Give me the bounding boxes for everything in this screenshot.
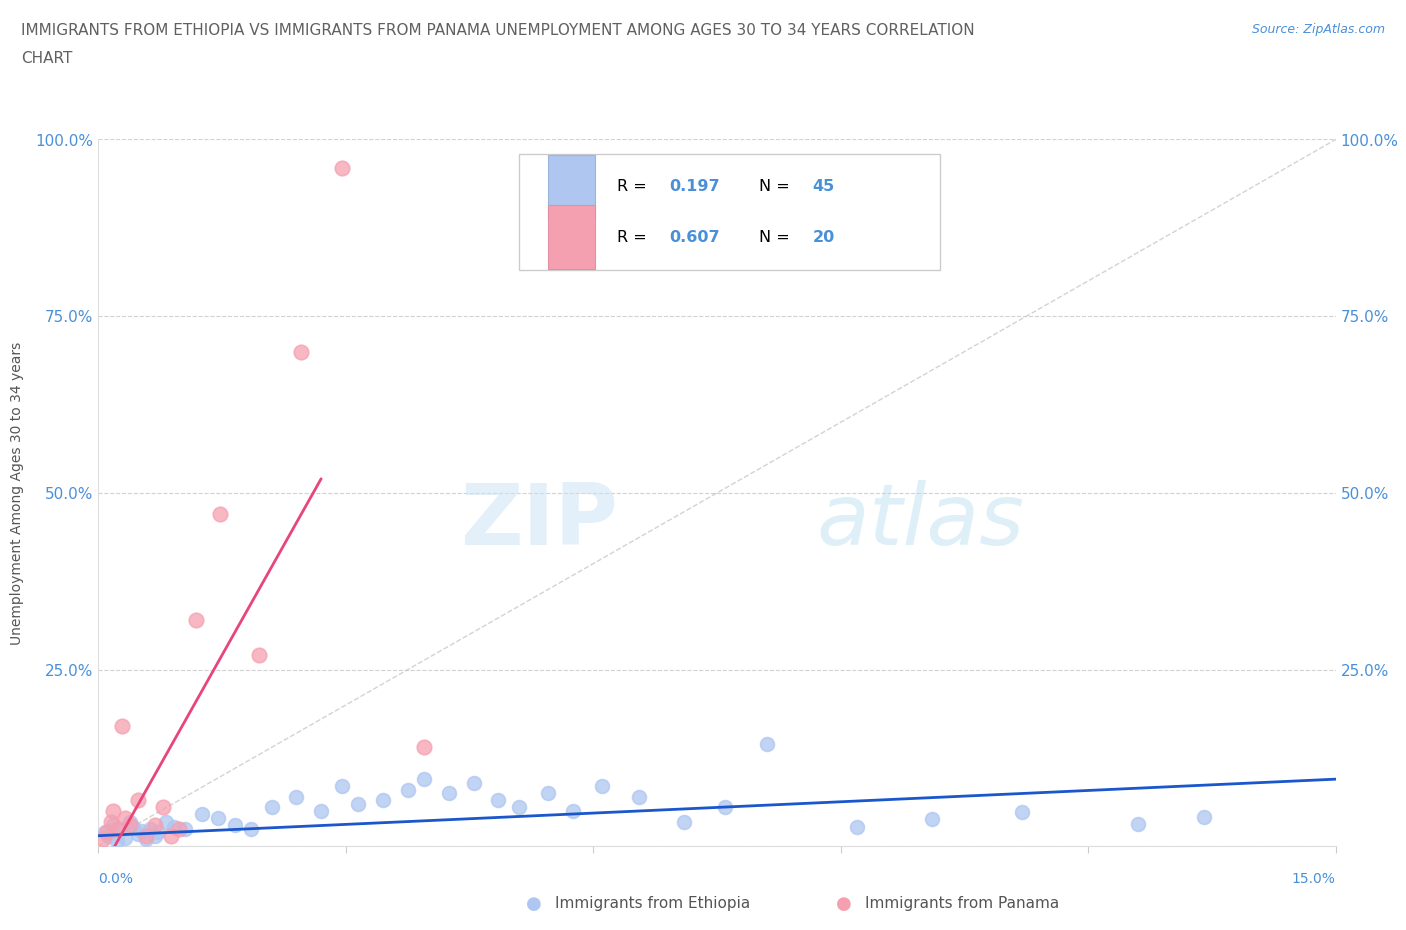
- Point: [627, 790, 650, 804]
- Point: [138, 821, 160, 836]
- Point: [247, 648, 270, 663]
- Point: [135, 829, 157, 844]
- Point: [174, 821, 197, 836]
- FancyBboxPatch shape: [519, 153, 939, 271]
- Text: 0.197: 0.197: [669, 179, 720, 194]
- Point: [152, 800, 174, 815]
- Point: [347, 796, 370, 811]
- Point: [290, 344, 312, 359]
- Point: [537, 786, 560, 801]
- Point: [143, 829, 166, 844]
- Point: [110, 821, 132, 836]
- Text: R =: R =: [617, 230, 652, 245]
- Point: [91, 831, 114, 846]
- Point: [437, 786, 460, 801]
- Point: [190, 807, 212, 822]
- Point: [330, 778, 353, 793]
- Text: 45: 45: [813, 179, 835, 194]
- Text: 15.0%: 15.0%: [1292, 871, 1336, 886]
- Text: R =: R =: [617, 179, 652, 194]
- Point: [240, 821, 263, 836]
- Point: [103, 817, 125, 832]
- Point: [463, 776, 485, 790]
- Point: [114, 830, 136, 845]
- Point: [160, 829, 183, 844]
- Point: [673, 814, 696, 829]
- Text: 0.0%: 0.0%: [98, 871, 134, 886]
- Text: ZIP: ZIP: [460, 480, 619, 563]
- Text: ●: ●: [526, 895, 543, 913]
- Point: [508, 800, 530, 815]
- Text: 0.607: 0.607: [669, 230, 720, 245]
- Text: CHART: CHART: [21, 51, 73, 66]
- Text: Immigrants from Panama: Immigrants from Panama: [865, 897, 1059, 911]
- Point: [330, 160, 353, 175]
- Text: IMMIGRANTS FROM ETHIOPIA VS IMMIGRANTS FROM PANAMA UNEMPLOYMENT AMONG AGES 30 TO: IMMIGRANTS FROM ETHIOPIA VS IMMIGRANTS F…: [21, 23, 974, 38]
- Point: [163, 819, 186, 834]
- Point: [846, 819, 869, 834]
- Point: [1126, 817, 1149, 831]
- Point: [105, 821, 128, 836]
- Point: [127, 793, 149, 808]
- Point: [209, 507, 232, 522]
- Point: [155, 814, 177, 829]
- Y-axis label: Unemployment Among Ages 30 to 34 years: Unemployment Among Ages 30 to 34 years: [10, 341, 24, 644]
- Point: [105, 833, 128, 848]
- Text: 20: 20: [813, 230, 835, 245]
- Point: [207, 811, 229, 826]
- Point: [260, 800, 283, 815]
- Point: [127, 826, 149, 841]
- Point: [371, 793, 394, 808]
- Point: [309, 804, 332, 818]
- FancyBboxPatch shape: [547, 206, 595, 269]
- Point: [755, 737, 778, 751]
- Point: [118, 814, 141, 829]
- Point: [285, 790, 308, 804]
- Point: [96, 825, 118, 840]
- Point: [97, 829, 120, 844]
- Point: [146, 825, 169, 840]
- Point: [135, 831, 157, 846]
- Text: Source: ZipAtlas.com: Source: ZipAtlas.com: [1251, 23, 1385, 36]
- Point: [561, 804, 583, 818]
- Point: [1011, 805, 1033, 820]
- Text: N =: N =: [759, 179, 794, 194]
- Point: [143, 817, 166, 832]
- Point: [100, 814, 122, 829]
- Point: [1192, 809, 1215, 824]
- Text: atlas: atlas: [815, 480, 1024, 563]
- Point: [114, 811, 136, 826]
- Point: [396, 782, 419, 797]
- Point: [714, 800, 737, 815]
- Point: [103, 804, 125, 818]
- Point: [413, 740, 436, 755]
- Text: ●: ●: [835, 895, 852, 913]
- Point: [413, 772, 436, 787]
- Point: [118, 817, 141, 832]
- Text: Immigrants from Ethiopia: Immigrants from Ethiopia: [555, 897, 751, 911]
- Point: [131, 823, 153, 838]
- Point: [184, 613, 207, 628]
- Point: [921, 812, 943, 827]
- Point: [591, 778, 613, 793]
- Point: [488, 793, 510, 808]
- Point: [110, 719, 132, 734]
- Point: [224, 817, 246, 832]
- Text: N =: N =: [759, 230, 794, 245]
- Point: [122, 819, 145, 834]
- Point: [94, 825, 117, 840]
- Point: [167, 821, 190, 836]
- FancyBboxPatch shape: [547, 155, 595, 219]
